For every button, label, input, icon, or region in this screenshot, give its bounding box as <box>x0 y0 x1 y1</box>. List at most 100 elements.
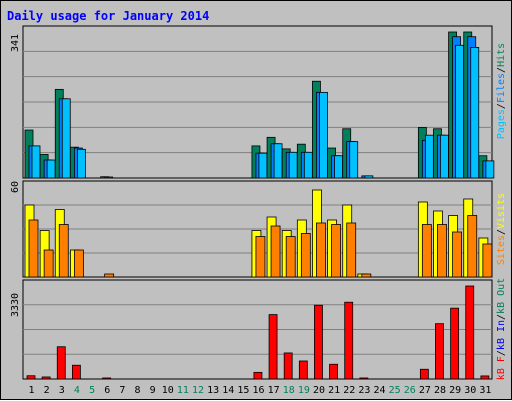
x-tick-label-2: 2 <box>44 385 50 396</box>
bar-pages-day-17 <box>273 143 283 179</box>
bar-pages-day-2 <box>46 159 56 179</box>
x-tick-label-14: 14 <box>222 385 234 396</box>
bar-pages-day-19 <box>303 151 313 179</box>
bar-kb-f-day-23 <box>359 377 369 380</box>
chart-title: Daily usage for January 2014 <box>7 9 209 23</box>
bar-kb-f-day-18 <box>283 352 293 380</box>
y-max-label: 341 <box>10 34 21 52</box>
bar-sites-day-6 <box>104 273 115 278</box>
x-tick-label-22: 22 <box>343 385 355 396</box>
bar-pages-day-4 <box>76 148 86 179</box>
bar-sites-day-22 <box>346 222 357 278</box>
x-tick-label-26: 26 <box>404 385 416 396</box>
legend-item-hits: Hits <box>496 43 507 67</box>
legend-separator: / <box>496 103 507 109</box>
legend-item-sites: Sites <box>496 235 507 265</box>
legend-separator: / <box>496 350 507 356</box>
bar-pages-day-21 <box>334 155 343 179</box>
x-tick-label-19: 19 <box>298 385 310 396</box>
x-tick-label-17: 17 <box>268 385 280 396</box>
x-tick-label-18: 18 <box>283 385 295 396</box>
legend-separator: / <box>496 314 507 320</box>
legend-item-visits: Visits <box>496 193 507 229</box>
legend-item-kb-f: kB F <box>496 356 507 380</box>
bar-sites-day-19 <box>300 233 311 278</box>
bar-pages-day-16 <box>258 152 268 179</box>
x-tick-label-23: 23 <box>358 385 370 396</box>
bar-sites-day-3 <box>58 224 69 278</box>
legend-item-kb-out: kB Out <box>496 278 507 314</box>
bar-kb-f-day-19 <box>298 360 308 380</box>
bar-sites-day-29 <box>452 231 463 278</box>
bar-pages-day-31 <box>485 160 495 179</box>
bar-kb-f-day-22 <box>344 301 354 380</box>
bar-kb-f-day-16 <box>253 371 263 380</box>
bar-pages-day-3 <box>61 98 71 179</box>
x-tick-label-3: 3 <box>59 385 65 396</box>
x-tick-label-10: 10 <box>162 385 174 396</box>
bar-sites-day-2 <box>43 249 54 278</box>
panel-visits-sites: 60 Sites/Visits <box>10 180 507 278</box>
bar-sites-day-21 <box>331 224 341 278</box>
bar-pages-day-22 <box>349 141 359 179</box>
bar-kb-f-day-17 <box>268 314 278 380</box>
x-tick-label-20: 20 <box>313 385 325 396</box>
bar-sites-day-28 <box>437 224 447 278</box>
bar-kb-f-day-21 <box>329 363 338 380</box>
bar-sites-day-20 <box>316 222 326 278</box>
legend-item-pages: Pages <box>496 109 507 139</box>
x-tick-label-28: 28 <box>434 385 446 396</box>
bar-sites-day-18 <box>285 236 296 278</box>
x-tick-label-13: 13 <box>207 385 219 396</box>
x-tick-label-31: 31 <box>479 385 491 396</box>
bar-pages-day-29 <box>455 44 465 179</box>
bar-kb-f-day-29 <box>450 307 460 380</box>
x-tick-label-5: 5 <box>89 385 95 396</box>
x-tick-label-25: 25 <box>389 385 401 396</box>
x-tick-label-11: 11 <box>177 385 189 396</box>
legend: Sites/Visits <box>496 193 507 265</box>
y-max-label: 3330 <box>10 293 21 317</box>
x-tick-label-15: 15 <box>237 385 249 396</box>
x-tick-label-8: 8 <box>134 385 140 396</box>
x-tick-label-9: 9 <box>150 385 156 396</box>
bar-kb-f-day-20 <box>314 304 323 380</box>
x-tick-label-16: 16 <box>252 385 264 396</box>
x-tick-label-4: 4 <box>74 385 80 396</box>
bar-files-day-6 <box>104 176 114 179</box>
bar-sites-day-30 <box>467 215 478 278</box>
legend: Pages/Files/Hits <box>496 43 507 139</box>
bar-kb-f-day-27 <box>419 368 429 380</box>
bar-sites-day-31 <box>482 243 493 278</box>
x-tick-label-1: 1 <box>29 385 35 396</box>
bar-kb-f-day-1 <box>26 375 36 380</box>
bar-kb-f-day-31 <box>480 375 490 380</box>
legend: kB F/kB In/kB Out <box>496 278 507 380</box>
bar-sites-day-23 <box>361 273 372 278</box>
x-tick-label-24: 24 <box>374 385 386 396</box>
legend-separator: / <box>496 67 507 73</box>
x-tick-label-21: 21 <box>328 385 340 396</box>
bar-pages-day-28 <box>440 134 449 179</box>
legend-item-kb-in: kB In <box>496 320 507 350</box>
bar-kb-f-day-28 <box>435 323 444 380</box>
x-tick-label-29: 29 <box>449 385 461 396</box>
bar-sites-day-27 <box>421 224 432 278</box>
bar-kb-f-day-6 <box>102 377 112 380</box>
bar-pages-day-20 <box>319 91 328 179</box>
bar-pages-day-18 <box>288 151 298 179</box>
bar-kb-f-day-4 <box>71 364 81 380</box>
bar-kb-f-day-30 <box>465 285 475 380</box>
bar-pages-day-1 <box>31 145 41 179</box>
x-tick-label-6: 6 <box>104 385 110 396</box>
bar-kb-f-day-3 <box>56 346 66 380</box>
bar-sites-day-17 <box>270 225 281 278</box>
x-tick-label-12: 12 <box>192 385 204 396</box>
bar-sites-day-4 <box>73 249 84 278</box>
bar-sites-day-16 <box>255 236 266 278</box>
legend-item-files: Files <box>496 73 507 103</box>
bar-pages-day-30 <box>470 47 480 179</box>
